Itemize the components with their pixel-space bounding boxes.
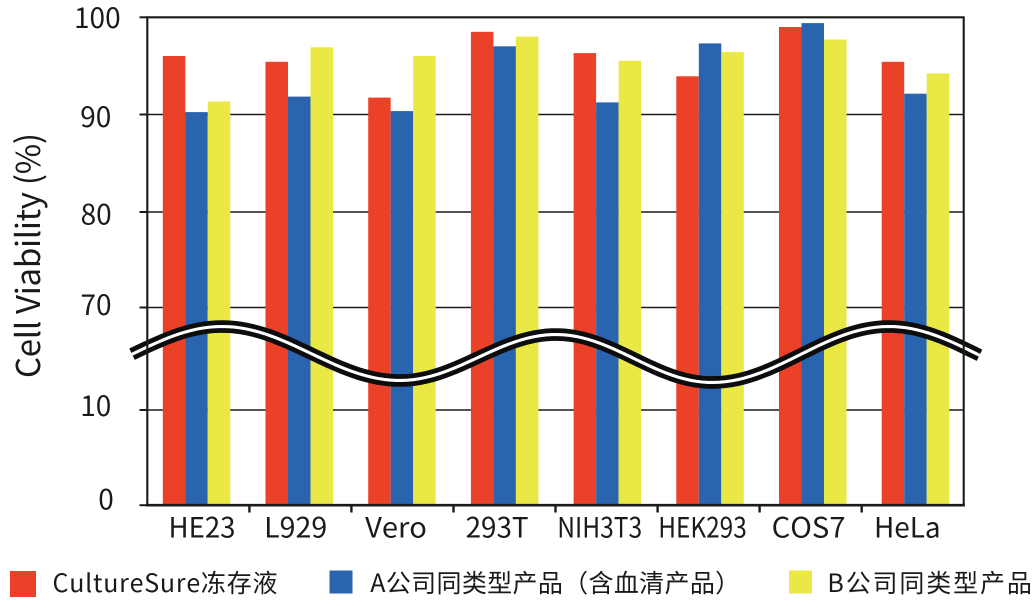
svg-text:0: 0 [98, 479, 114, 519]
svg-text:NIH3T3: NIH3T3 [557, 507, 642, 547]
svg-text:HEK293: HEK293 [658, 507, 747, 547]
svg-text:80: 80 [81, 194, 112, 234]
svg-text:L929: L929 [264, 507, 327, 547]
svg-text:COS7: COS7 [772, 507, 846, 547]
svg-text:B公司同类型产品: B公司同类型产品 [827, 564, 1032, 600]
svg-text:70: 70 [80, 284, 111, 324]
svg-text:293T: 293T [466, 507, 529, 547]
svg-text:100: 100 [74, 0, 121, 37]
svg-text:90: 90 [80, 96, 111, 136]
svg-text:A公司同类型产品（含血清产品）: A公司同类型产品（含血清产品） [370, 564, 740, 600]
svg-text:CultureSure冻存液: CultureSure冻存液 [53, 564, 278, 600]
svg-text:Vero: Vero [365, 507, 427, 547]
svg-text:HeLa: HeLa [874, 507, 941, 547]
svg-text:Cell Viability (%): Cell Viability (%) [2, 133, 50, 378]
svg-text:HE23: HE23 [169, 507, 236, 547]
svg-text:10: 10 [80, 385, 111, 425]
